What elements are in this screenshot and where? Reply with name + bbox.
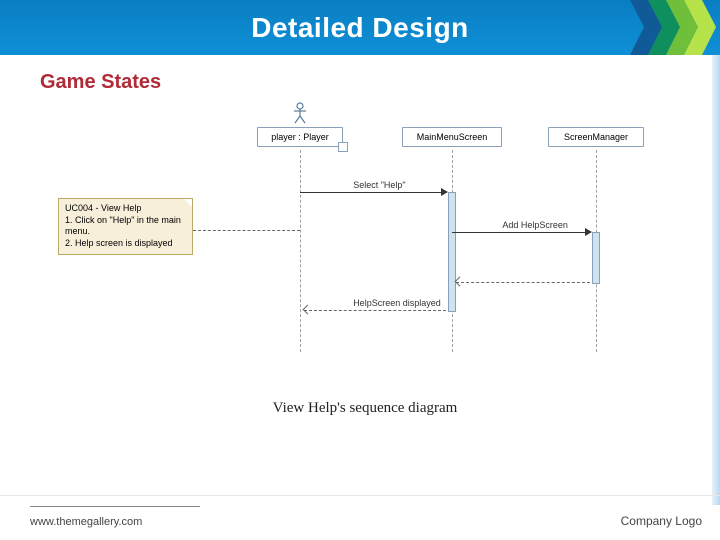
footer-url: www.themegallery.com bbox=[30, 516, 142, 528]
footer-logo: Company Logo bbox=[621, 514, 702, 528]
note-anchor-line bbox=[193, 230, 300, 231]
slide-header: Detailed Design bbox=[0, 0, 720, 55]
sequence-diagram: player : Player MainMenuScreen ScreenManag… bbox=[40, 102, 680, 392]
section-title: Game States bbox=[40, 71, 690, 94]
message-label: HelpScreen displayed bbox=[353, 298, 441, 308]
footer: www.themegallery.com Company Logo bbox=[0, 495, 720, 540]
arrowhead-icon bbox=[303, 305, 313, 315]
message-label: Select "Help" bbox=[353, 180, 405, 190]
note-line: 2. Help screen is displayed bbox=[65, 238, 186, 250]
message-line bbox=[452, 232, 586, 233]
uml-note: UC004 - View Help1. Click on "Help" in t… bbox=[58, 198, 193, 255]
message-line bbox=[300, 192, 442, 193]
arrowhead-icon bbox=[441, 188, 448, 196]
message-line bbox=[304, 310, 446, 311]
lifeline-head: player : Player bbox=[257, 127, 343, 147]
arrowhead-icon bbox=[585, 228, 592, 236]
note-line: UC004 - View Help bbox=[65, 203, 186, 215]
actor-icon bbox=[292, 102, 308, 124]
note-line: 1. Click on "Help" in the main menu. bbox=[65, 215, 186, 238]
diagram-caption: View Help's sequence diagram bbox=[40, 400, 690, 417]
lifeline-head: MainMenuScreen bbox=[402, 127, 502, 147]
content-area: Game States player : Player MainMenuScree… bbox=[0, 55, 720, 495]
slide-title: Detailed Design bbox=[251, 12, 469, 44]
message-label: Add HelpScreen bbox=[502, 220, 568, 230]
activation-bar bbox=[448, 192, 456, 312]
arrowhead-icon bbox=[455, 277, 465, 287]
lifeline-head: ScreenManager bbox=[548, 127, 644, 147]
message-line bbox=[456, 282, 590, 283]
activation-bar bbox=[592, 232, 600, 284]
footer-rule bbox=[30, 506, 200, 507]
header-chevrons bbox=[630, 0, 720, 55]
lifeline bbox=[300, 150, 301, 352]
